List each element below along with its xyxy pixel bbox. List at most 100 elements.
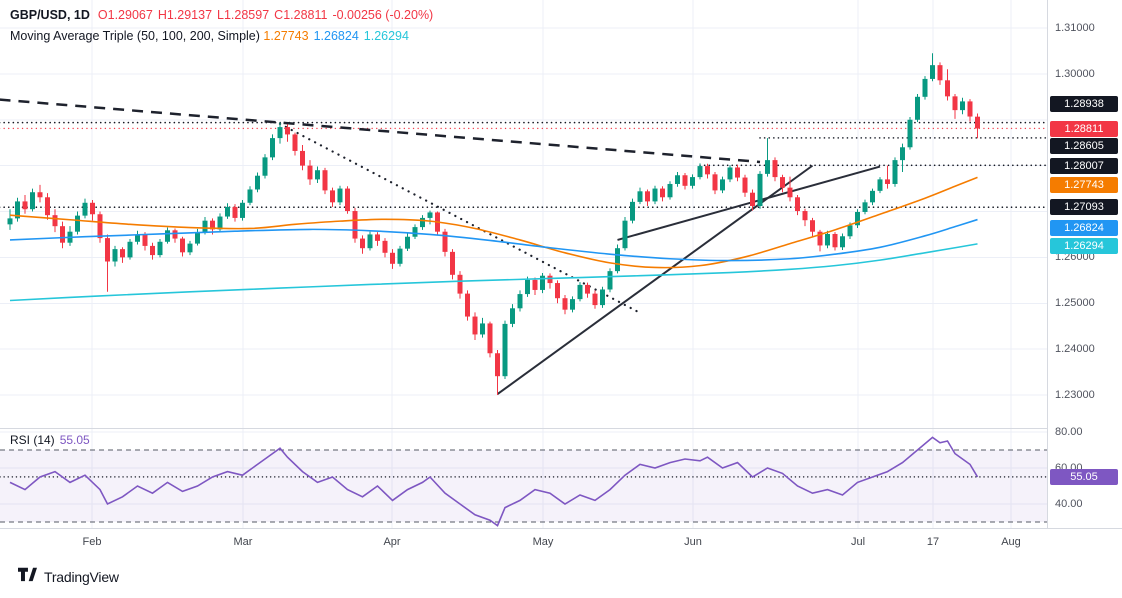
candle-body xyxy=(450,251,455,275)
candle-body xyxy=(862,202,868,212)
candle-body xyxy=(337,188,343,203)
indicator-row[interactable]: Moving Average Triple (50, 100, 200, Sim… xyxy=(10,29,433,43)
candle-body xyxy=(352,211,358,239)
candle-body xyxy=(577,284,583,300)
candle-body xyxy=(787,187,793,198)
ma100-line[interactable] xyxy=(9,218,978,262)
trendline-dashed-0[interactable] xyxy=(0,98,761,164)
time-axis[interactable]: Feb Mar Apr May Jun Jul 17 Aug xyxy=(0,528,1122,556)
brand-name[interactable]: TradingView xyxy=(44,569,119,585)
candle-body xyxy=(690,177,695,186)
ohlc-o: O1.29067 xyxy=(97,8,153,22)
candle-body xyxy=(427,212,433,218)
candle-body xyxy=(120,249,125,258)
candle-body xyxy=(187,243,193,253)
candle-body xyxy=(420,217,425,228)
candle-body xyxy=(232,206,238,218)
price-axis-label: 1.23000 xyxy=(1055,389,1095,401)
candle-body xyxy=(112,249,118,262)
candle-body xyxy=(52,215,58,227)
candle-body xyxy=(892,160,898,184)
ma200-line[interactable] xyxy=(9,243,978,302)
candle-body xyxy=(345,188,350,212)
candle-body xyxy=(315,170,320,180)
candle-body xyxy=(255,175,260,190)
time-axis-label[interactable]: Aug xyxy=(1001,536,1021,548)
rsi-name[interactable]: RSI (14) xyxy=(10,433,55,447)
time-axis-label[interactable]: Jun xyxy=(684,536,702,548)
candle-body xyxy=(637,191,643,202)
candle-body xyxy=(547,275,553,284)
time-axis-label[interactable]: 17 xyxy=(926,536,940,548)
candle-body xyxy=(615,248,620,272)
price-axis-label: 1.26000 xyxy=(1055,251,1095,264)
rsi-legend-row[interactable]: RSI (14) 55.05 xyxy=(10,433,95,447)
time-axis-label[interactable]: Feb xyxy=(82,536,102,548)
rsi-axis-label: 80.00 xyxy=(1055,426,1083,438)
candle-body xyxy=(555,283,560,299)
candle-body xyxy=(105,238,110,262)
candle-body xyxy=(15,201,20,219)
candle-body xyxy=(735,167,740,178)
candle-body xyxy=(885,179,890,184)
candle-body xyxy=(802,211,808,221)
candle-body xyxy=(97,214,103,239)
candle-body xyxy=(382,240,388,253)
candle-body xyxy=(285,127,290,135)
candle-body xyxy=(922,78,928,97)
rsi-axis-label: 40.00 xyxy=(1055,498,1083,510)
time-axis-label[interactable]: Jul xyxy=(850,536,866,548)
price-axis[interactable]: 1.31000 1.30000 1.26000 1.25000 1.24000 1.230… xyxy=(1048,0,1122,428)
candle-body xyxy=(907,119,913,148)
trendline-solid-3[interactable] xyxy=(617,165,881,241)
candle-body xyxy=(487,323,493,354)
candle-body xyxy=(817,231,823,246)
candle-body xyxy=(825,233,830,246)
tradingview-logo-icon[interactable] xyxy=(18,567,37,587)
candle-body xyxy=(780,177,785,188)
price-badge: 1.28938 xyxy=(1050,96,1118,112)
time-axis-label[interactable]: Mar xyxy=(233,536,253,548)
candle-body xyxy=(682,175,688,186)
candle-body xyxy=(502,323,508,377)
candle-body xyxy=(480,323,485,335)
symbol-row[interactable]: GBP/USD, 1D O1.29067 H1.29137 L1.28597 C1.28… xyxy=(10,8,433,22)
candle-body xyxy=(967,101,973,117)
symbol-title[interactable]: GBP/USD, 1D xyxy=(10,8,90,22)
candle-body xyxy=(712,174,718,191)
candle-body xyxy=(127,241,133,258)
rsi-line[interactable] xyxy=(9,436,979,527)
price-badge: 1.28811 xyxy=(1050,121,1118,137)
candle-body xyxy=(532,279,538,290)
candle-body xyxy=(442,231,448,252)
candle-body xyxy=(495,353,500,377)
candle-body xyxy=(592,293,598,306)
candle-body xyxy=(795,197,800,212)
candle-body xyxy=(622,220,628,249)
candle-body xyxy=(472,316,478,335)
pane-divider[interactable] xyxy=(0,428,1047,429)
candle-body xyxy=(630,201,635,221)
indicator-values: 1.27743 1.26824 1.26294 xyxy=(263,29,414,43)
candle-body xyxy=(697,166,703,178)
time-axis-label[interactable]: Apr xyxy=(383,536,401,548)
rsi-pane[interactable] xyxy=(0,428,1047,528)
candle-body xyxy=(225,206,230,217)
candle-body xyxy=(405,236,410,249)
candle-body xyxy=(570,299,575,310)
candle-body xyxy=(307,165,313,180)
candle-body xyxy=(330,190,335,203)
time-axis-label[interactable]: May xyxy=(532,536,554,548)
price-pane[interactable] xyxy=(0,0,1047,428)
candle-body xyxy=(675,175,680,184)
footer: TradingView xyxy=(18,567,119,587)
candle-body xyxy=(390,252,395,264)
ma-value: 1.26294 xyxy=(363,29,409,43)
candle-body xyxy=(600,289,605,306)
candle-body xyxy=(210,220,215,230)
candle-body xyxy=(412,227,418,237)
indicator-name[interactable]: Moving Average Triple (50, 100, 200, Sim… xyxy=(10,29,260,43)
candle-body xyxy=(727,167,733,180)
candle-body xyxy=(930,65,935,79)
